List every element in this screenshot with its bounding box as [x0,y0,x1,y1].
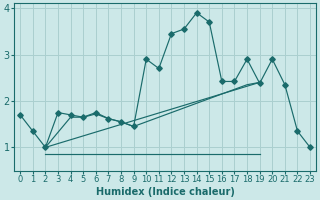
X-axis label: Humidex (Indice chaleur): Humidex (Indice chaleur) [96,187,235,197]
